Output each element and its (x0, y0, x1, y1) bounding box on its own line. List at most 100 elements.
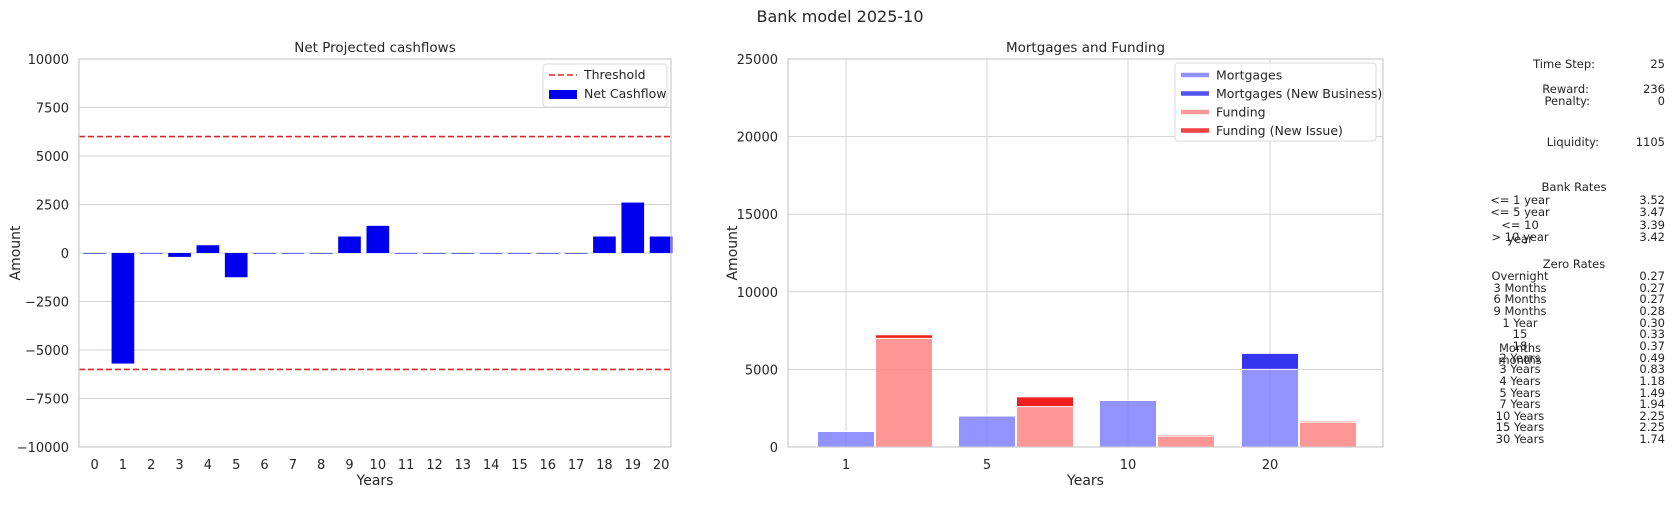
chart-title: Net Projected cashflows (294, 40, 455, 56)
x-tick-label: 5 (983, 458, 991, 473)
y-tick-label: 25000 (737, 53, 778, 68)
x-tick-label: 10 (1120, 458, 1137, 473)
zero-rate-label: 9 Months (1493, 303, 1547, 318)
cashflow-bar (366, 225, 390, 253)
liquidity-value: 1105 (1635, 135, 1665, 149)
cashflow-bar (394, 253, 418, 254)
zero-rate-value: 1.49 (1639, 385, 1665, 400)
legend-label: Mortgages (1216, 68, 1282, 83)
zero-rate-label: 15 Years (1495, 420, 1545, 435)
x-tick-label: 13 (455, 458, 472, 473)
zero-rate-value: 0.49 (1639, 350, 1665, 365)
cashflow-bar (621, 202, 645, 253)
y-tick-label: 10000 (28, 53, 69, 68)
cashflow-bar (309, 253, 333, 254)
cashflow-bar (281, 253, 305, 254)
time-step-value: 25 (1650, 57, 1665, 71)
zero-rate-label: 3 Years (1499, 362, 1541, 377)
bank-rate-row: > 10 year 3.42 (1490, 230, 1675, 244)
x-tick-label: 10 (370, 458, 387, 473)
x-tick-label: 4 (204, 458, 212, 473)
cashflow-bar (649, 236, 673, 253)
zero-rate-value: 0.27 (1639, 269, 1665, 283)
funding-bar (1017, 406, 1073, 447)
bank-rates-title: Bank Rates (1541, 180, 1607, 194)
x-tick-label: 3 (175, 458, 183, 473)
liquidity-row: Liquidity: 1105 (1490, 135, 1675, 149)
bank-rate-label: <= 10 year (1501, 217, 1539, 246)
mortgages-bar (1242, 369, 1298, 447)
zero-rates-title: Zero Rates (1542, 257, 1606, 271)
bank-rate-row: <= 10 year 3.39 (1490, 218, 1675, 246)
liquidity-label: Liquidity: (1546, 135, 1599, 149)
zero-rate-row: 3 Months 0.27 (1490, 281, 1675, 295)
legend-label: Funding (New Issue) (1216, 123, 1343, 138)
zero-rate-row: 1 Year 0.30 (1490, 316, 1675, 330)
y-axis-label: Amount (725, 225, 741, 281)
cashflow-bar (508, 253, 531, 254)
y-tick-label: 5000 (745, 363, 778, 378)
time-step-row: Time Step: 25 (1490, 57, 1675, 71)
zero-rate-row: 5 Years 1.49 (1490, 386, 1675, 400)
legend-cashflow-swatch (549, 90, 577, 99)
y-tick-label: −5000 (25, 344, 69, 359)
zero-rate-label: 18 months (1498, 338, 1542, 367)
zero-rate-value: 2.25 (1639, 408, 1665, 423)
x-tick-label: 15 (511, 458, 528, 473)
zero-rate-value: 2.25 (1639, 420, 1665, 435)
x-tick-label: 18 (596, 458, 613, 473)
funding-bar (1300, 422, 1356, 447)
bank-rate-value: 3.52 (1639, 193, 1665, 207)
y-tick-label: −2500 (25, 296, 69, 311)
zero-rate-label: 6 Months (1493, 292, 1547, 307)
x-tick-label: 6 (260, 458, 268, 473)
zero-rate-value: 1.94 (1639, 397, 1665, 412)
y-tick-label: 10000 (737, 286, 778, 301)
side-panel: Time Step: 25 Reward: 236 Penalty: 0 Liq… (1490, 0, 1675, 531)
penalty-row: Penalty: 0 (1490, 94, 1675, 108)
x-tick-label: 14 (483, 458, 500, 473)
mortgages-new-bar (1242, 353, 1298, 370)
cashflow-bar (479, 253, 503, 254)
zero-rate-row: 18 months 0.37 (1490, 338, 1675, 367)
cashflow-bar (139, 253, 163, 254)
zero-rate-value: 1.74 (1639, 432, 1665, 447)
funding-bar (1158, 436, 1214, 447)
zero-rate-row: 7 Years 1.94 (1490, 397, 1675, 411)
bank-rate-value: 3.42 (1639, 229, 1665, 244)
bank-rate-label: <= 5 year (1490, 205, 1550, 220)
cashflow-bar (423, 253, 446, 254)
x-tick-label: 20 (653, 458, 670, 473)
zero-rate-row: 6 Months 0.27 (1490, 292, 1675, 306)
funding-new-bar (876, 335, 932, 339)
y-tick-label: 20000 (737, 131, 778, 146)
y-tick-label: 15000 (737, 208, 778, 223)
cashflow-bar (83, 253, 106, 254)
legend-label: Funding (1216, 105, 1266, 120)
y-tick-label: 5000 (36, 150, 69, 165)
plot-frame (787, 58, 1384, 448)
funding-new-bar (1017, 397, 1073, 407)
cashflow-bar (564, 253, 588, 254)
zero-rate-value: 0.37 (1639, 338, 1665, 353)
zero-rate-value: 0.33 (1639, 327, 1665, 342)
cashflow-bar (338, 236, 361, 253)
zero-rate-value: 0.30 (1639, 315, 1665, 330)
zero-rate-row: 3 Years 0.83 (1490, 362, 1675, 376)
x-tick-label: 0 (90, 458, 98, 473)
bank-rate-value: 3.47 (1639, 205, 1665, 220)
bank-rate-row: <= 1 year 3.52 (1490, 193, 1675, 207)
zero-rate-row: 4 Years 1.18 (1490, 374, 1675, 388)
reward-label: Reward: (1542, 82, 1589, 96)
zero-rate-label: 7 Years (1499, 397, 1541, 412)
legend-cashflow-label: Net Cashflow (584, 86, 666, 101)
y-tick-label: 0 (61, 247, 69, 262)
zero-rate-label: 2 Years (1499, 350, 1541, 365)
zero-rate-label: 1 Year (1502, 315, 1538, 330)
x-tick-label: 16 (540, 458, 557, 473)
y-tick-label: 0 (770, 441, 778, 456)
y-tick-label: 2500 (36, 199, 69, 214)
legend-threshold-label: Threshold (583, 67, 646, 82)
legend-box (1174, 62, 1377, 142)
